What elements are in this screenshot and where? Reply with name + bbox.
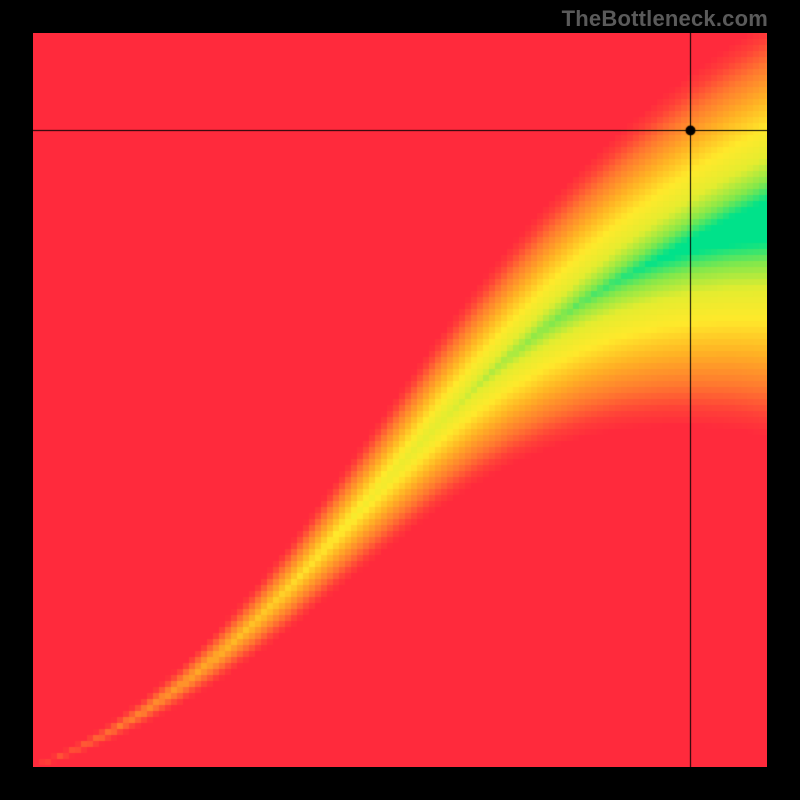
bottleneck-heatmap xyxy=(33,33,767,767)
watermark-text: TheBottleneck.com xyxy=(562,6,768,32)
